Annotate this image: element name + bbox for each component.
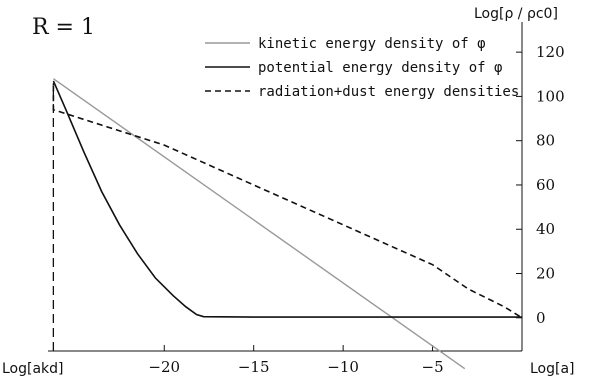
series-line-potential bbox=[52, 80, 522, 318]
legend-label-kinetic: kinetic energy density of φ bbox=[258, 36, 486, 52]
series-line-radiation-dust bbox=[52, 85, 523, 319]
legend-label-potential: potential energy density of φ bbox=[258, 60, 502, 76]
x-tick-label: −10 bbox=[327, 358, 359, 376]
x-axis-left-label: Log[akd] bbox=[2, 361, 64, 377]
y-axis-title: Log[ρ / ρc0] bbox=[474, 6, 558, 22]
y-tick-label: 0 bbox=[536, 309, 546, 327]
axes: −20 −15 −10 −5 0 20 40 60 80 100 120 bbox=[48, 22, 565, 376]
y-tick-label: 40 bbox=[536, 220, 555, 238]
series-layer bbox=[52, 78, 523, 370]
series-line-kinetic bbox=[52, 78, 466, 370]
x-axis-title: Log[a] bbox=[530, 361, 575, 377]
y-tick-label: 20 bbox=[536, 265, 555, 283]
y-tick-label: 60 bbox=[536, 176, 555, 194]
x-tick-label: −5 bbox=[422, 358, 444, 376]
y-tick-label: 100 bbox=[536, 87, 565, 105]
x-tick-label: −15 bbox=[238, 358, 270, 376]
y-tick-label: 80 bbox=[536, 132, 555, 150]
legend: kinetic energy density of φ potential en… bbox=[205, 36, 519, 100]
parameter-label: R = 1 bbox=[32, 15, 95, 40]
y-tick-label: 120 bbox=[536, 43, 565, 61]
x-tick-label: −20 bbox=[148, 358, 180, 376]
legend-label-radiation-dust: radiation+dust energy densities bbox=[258, 84, 519, 100]
